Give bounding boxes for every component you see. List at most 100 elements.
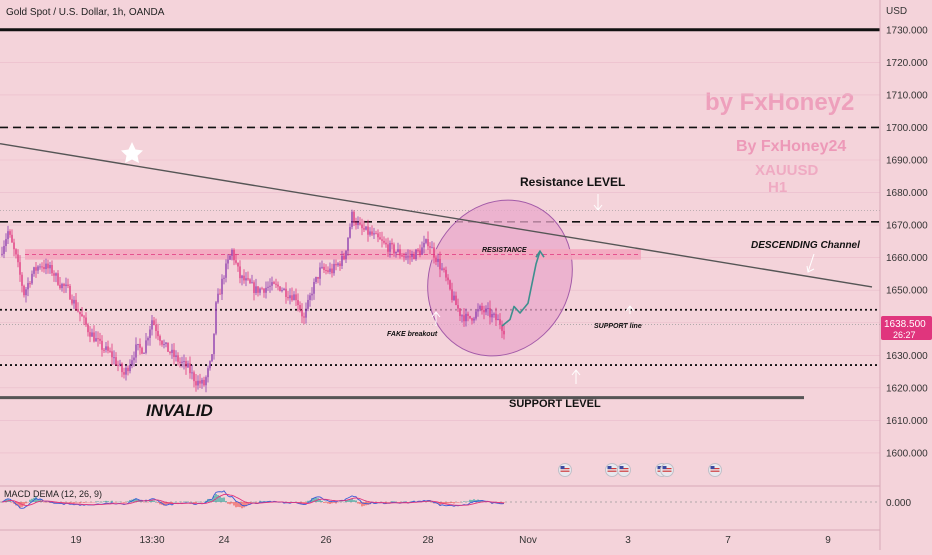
- candle-body: [115, 357, 116, 365]
- candle-body: [453, 296, 454, 300]
- candle-body: [199, 381, 200, 384]
- price-tick-label: 1730.000: [886, 25, 928, 36]
- candle-body: [267, 287, 268, 288]
- macd-histogram-bar: [353, 500, 354, 502]
- candle-body: [307, 300, 308, 309]
- price-tick-label: 1700.000: [886, 123, 928, 134]
- candle-body: [315, 277, 316, 282]
- candle-body: [209, 361, 210, 368]
- macd-histogram-bar: [243, 502, 244, 507]
- macd-histogram-bar: [111, 501, 112, 502]
- candle-body: [285, 289, 286, 297]
- candle-body: [83, 316, 84, 317]
- time-tick-label: 28: [422, 535, 434, 546]
- macd-histogram-bar: [83, 502, 84, 503]
- macd-histogram-bar: [457, 502, 458, 503]
- candle-body: [301, 310, 302, 316]
- candle-body: [131, 360, 132, 365]
- macd-histogram-bar: [29, 500, 30, 502]
- candle-body: [403, 256, 404, 257]
- candle-body: [205, 377, 206, 385]
- candle-body: [327, 270, 328, 272]
- us-flag-icon[interactable]: [559, 464, 572, 477]
- macd-histogram-bar: [449, 502, 450, 503]
- candle-body: [3, 246, 4, 254]
- candle-body: [321, 267, 322, 268]
- candle-body: [145, 340, 146, 352]
- us-flag-icon[interactable]: [661, 464, 674, 477]
- candle-body: [463, 315, 464, 321]
- candle-body: [469, 316, 470, 318]
- macd-histogram-bar: [223, 498, 224, 502]
- macd-histogram-bar: [103, 501, 104, 502]
- candle-body: [143, 353, 144, 354]
- candle-body: [43, 267, 44, 269]
- candle-body: [343, 256, 344, 259]
- candle-body: [187, 363, 188, 367]
- candle-body: [73, 300, 74, 304]
- candle-body: [349, 227, 350, 238]
- candle-body: [375, 233, 376, 234]
- candle-body: [237, 263, 238, 267]
- candle-body: [105, 346, 106, 349]
- candle-body: [499, 319, 500, 325]
- support-line-label: SUPPORT line: [594, 323, 642, 330]
- us-flag-icon[interactable]: [618, 464, 631, 477]
- candle-body: [387, 244, 388, 251]
- macd-histogram-bar: [145, 501, 146, 502]
- candle-body: [75, 300, 76, 309]
- current-price-tag[interactable]: 1638.500 26:27: [881, 316, 932, 340]
- candle-body: [259, 288, 260, 292]
- candle-body: [385, 243, 386, 245]
- candle-body: [287, 297, 288, 298]
- candle-body: [99, 339, 100, 341]
- candle-body: [171, 350, 172, 353]
- descending-channel-label: DESCENDING Channel: [751, 240, 860, 251]
- candle-body: [423, 243, 424, 248]
- candle-body: [447, 278, 448, 281]
- candle-body: [55, 273, 56, 275]
- time-tick-label: 19: [70, 535, 82, 546]
- candle-body: [283, 289, 284, 290]
- candle-body: [213, 334, 214, 355]
- candle-body: [233, 250, 234, 260]
- candle-body: [103, 350, 104, 351]
- candle-body: [53, 273, 54, 275]
- candle-body: [341, 256, 342, 266]
- candle-body: [411, 254, 412, 257]
- candle-body: [451, 289, 452, 300]
- candle-body: [169, 352, 170, 353]
- macd-histogram-bar: [219, 496, 220, 502]
- candle-body: [355, 223, 356, 225]
- candle-body: [31, 274, 32, 284]
- candle-body: [493, 314, 494, 315]
- candle-body: [217, 294, 218, 303]
- candle-body: [503, 331, 504, 334]
- candle-body: [377, 233, 378, 237]
- candle-body: [483, 310, 484, 312]
- candle-body: [485, 308, 486, 312]
- candle-body: [363, 228, 364, 230]
- macd-histogram-bar: [233, 502, 234, 505]
- candle-body: [25, 289, 26, 295]
- macd-histogram-bar: [123, 502, 124, 503]
- resistance-zone-group[interactable]: [25, 249, 641, 260]
- candle-body: [443, 269, 444, 270]
- candle-body: [269, 286, 270, 287]
- us-flag-icon[interactable]: [606, 464, 619, 477]
- candle-countdown: 26:27: [893, 330, 916, 340]
- candle-body: [219, 294, 220, 295]
- macd-histogram-bar: [453, 502, 454, 503]
- candle-body: [109, 351, 110, 352]
- candle-body: [457, 305, 458, 308]
- time-tick-label: 26: [320, 535, 332, 546]
- candle-body: [251, 282, 252, 283]
- us-flag-icon[interactable]: [709, 464, 722, 477]
- macd-histogram-bar: [35, 497, 36, 502]
- candle-body: [17, 254, 18, 262]
- candle-body: [47, 264, 48, 269]
- candle-body: [121, 364, 122, 372]
- invalid-label: INVALID: [146, 401, 213, 420]
